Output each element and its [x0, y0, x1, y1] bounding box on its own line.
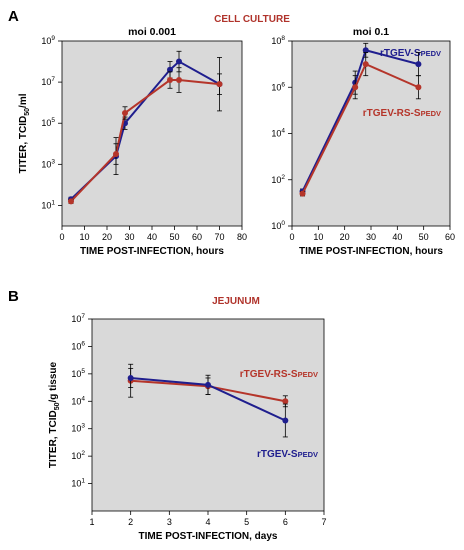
data-point-red	[352, 84, 359, 91]
data-point-red	[362, 61, 369, 68]
plot-area-moi-0001	[61, 40, 243, 227]
plot-area-moi-01	[291, 40, 451, 227]
x-tick-label: 0	[289, 232, 294, 242]
data-point-red	[167, 77, 173, 84]
y-tick-label: 103	[71, 423, 85, 434]
chart-title-moi-01: moi 0.1	[353, 26, 389, 38]
x-tick-label: 0	[59, 232, 64, 242]
x-tick-label: 50	[419, 232, 429, 242]
x-tick-label: 4	[205, 517, 210, 527]
plot-area-jejunum	[91, 318, 325, 512]
series-label-rtgev-spedv: rTGEV-SPEDV	[257, 449, 318, 460]
x-tick-label: 30	[366, 232, 376, 242]
x-tick-label: 60	[445, 232, 455, 242]
y-tick-label: 100	[271, 220, 285, 231]
chart-jejunum: TIME POST-INFECTION, days TITER, TCID50/…	[48, 313, 327, 542]
y-tick-label: 108	[271, 35, 285, 46]
panel-letter-b: B	[8, 288, 19, 305]
y-tick-label: 102	[271, 174, 285, 185]
x-tick-label: 6	[283, 517, 288, 527]
x-tick-label: 7	[321, 517, 326, 527]
y-tick-label: 109	[41, 35, 55, 46]
x-tick-label: 40	[392, 232, 402, 242]
panel-letter-a: A	[8, 8, 19, 25]
x-tick-label: 1	[89, 517, 94, 527]
series-label-rtgev-spedv: rTGEV-SPEDV	[380, 48, 441, 59]
series-label-rtgev-rs-spedv: rTGEV-RS-SPEDV	[240, 369, 318, 380]
x-axis-label-jejunum: TIME POST-INFECTION, days	[139, 531, 278, 542]
data-point-blue	[415, 61, 422, 68]
y-tick-label: 107	[41, 76, 55, 87]
x-tick-label: 20	[340, 232, 350, 242]
data-point-red	[299, 190, 306, 197]
series-line-red	[70, 79, 220, 203]
series-label-rtgev-rs-spedv: rTGEV-RS-SPEDV	[363, 108, 441, 119]
x-tick-label: 60	[192, 232, 202, 242]
y-axis-label-moi-0001: TITER, TCID50/ml	[18, 93, 31, 173]
y-tick-label: 101	[41, 199, 55, 210]
series-line-red	[301, 62, 419, 195]
data-point-red	[216, 81, 223, 88]
chart-moi-01: moi 0.1 TIME POST-INFECTION, hours rTGEV…	[271, 26, 455, 257]
data-point-blue	[176, 58, 182, 65]
y-axis-label-jejunum: TITER, TCID50/g tissue	[48, 361, 61, 468]
series-line-blue	[301, 49, 419, 192]
y-tick-label: 107	[71, 313, 85, 324]
y-tick-label: 105	[41, 117, 55, 128]
y-tick-label: 103	[41, 158, 55, 169]
x-tick-label: 3	[167, 517, 172, 527]
data-point-blue	[127, 374, 134, 381]
y-tick-label: 106	[271, 81, 285, 92]
x-axis-label-moi-0001: TIME POST-INFECTION, hours	[80, 246, 224, 257]
y-tick-label: 106	[71, 340, 85, 351]
y-tick-label: 105	[71, 368, 85, 379]
y-tick-label: 101	[71, 478, 85, 489]
x-tick-label: 5	[244, 517, 249, 527]
y-tick-label: 102	[71, 450, 85, 461]
data-point-blue	[167, 66, 173, 73]
data-point-blue	[362, 47, 369, 54]
data-point-red	[176, 77, 182, 84]
jejunum-header: JEJUNUM	[212, 296, 260, 307]
x-tick-label: 20	[102, 232, 112, 242]
data-point-red	[415, 84, 422, 91]
chart-moi-0001: moi 0.001 TIME POST-INFECTION, hours TIT…	[18, 26, 247, 257]
x-tick-label: 70	[214, 232, 224, 242]
data-point-blue	[205, 381, 211, 388]
data-point-blue	[282, 417, 289, 424]
data-point-red	[113, 151, 119, 158]
y-tick-label: 104	[71, 395, 85, 406]
chart-title-moi-0001: moi 0.001	[128, 26, 176, 38]
data-point-red	[122, 109, 128, 116]
x-tick-label: 30	[124, 232, 134, 242]
x-tick-label: 40	[147, 232, 157, 242]
x-tick-label: 10	[313, 232, 323, 242]
y-tick-label: 104	[271, 128, 285, 139]
x-tick-label: 80	[237, 232, 247, 242]
data-point-red	[68, 198, 74, 205]
x-tick-label: 10	[79, 232, 89, 242]
x-tick-label: 50	[169, 232, 179, 242]
data-point-red	[282, 398, 289, 405]
x-axis-label-moi-01: TIME POST-INFECTION, hours	[299, 246, 443, 257]
x-tick-label: 2	[128, 517, 133, 527]
cell-culture-header: CELL CULTURE	[214, 14, 290, 25]
